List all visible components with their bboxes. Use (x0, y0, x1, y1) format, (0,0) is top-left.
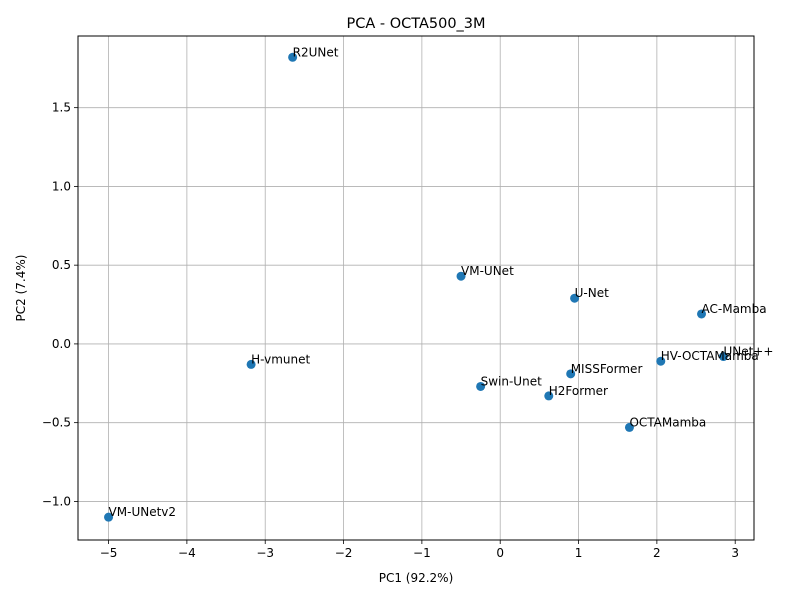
axis-ticks: −5 −4 −3 −2 −1 0 1 2 3 −1.0 −0.5 0.0 0.5 1.0 1.5 (42, 101, 739, 560)
y-tick-label: 0.5 (52, 258, 71, 272)
data-point-label: U-Net (575, 286, 609, 300)
x-tick-label: −1 (413, 546, 431, 560)
x-tick-label: 3 (731, 546, 739, 560)
grid (78, 36, 754, 540)
data-point (718, 352, 728, 362)
x-tick-label: 2 (653, 546, 661, 560)
data-point (476, 381, 486, 391)
y-tick-label: −1.0 (42, 494, 71, 508)
data-point (624, 422, 634, 432)
data-point (697, 309, 707, 319)
data-point (288, 52, 298, 62)
data-point-label: VM-UNetv2 (109, 505, 176, 519)
data-point-label: UNet++ (723, 345, 773, 359)
y-tick-label: 1.5 (52, 101, 71, 115)
data-points: R2UNet VM-UNet U-Net AC-Mamba UNet++HV-OCTAM… (104, 45, 773, 522)
y-tick-label: −0.5 (42, 416, 71, 430)
x-tick-label: 0 (496, 546, 504, 560)
data-point-label: H-vmunet (251, 352, 310, 366)
plot-frame (77, 35, 755, 541)
data-point-label: AC-Mamba (702, 302, 767, 316)
x-tick-label: −3 (256, 546, 274, 560)
y-tick-label: 0.0 (52, 337, 71, 351)
data-point (656, 356, 666, 366)
data-point (246, 359, 256, 369)
data-point-label: OCTAMamba (629, 415, 706, 429)
data-point-label: MISSFormer (571, 362, 643, 376)
x-tick-label: −5 (100, 546, 118, 560)
data-point (570, 293, 580, 303)
x-tick-label: −4 (178, 546, 196, 560)
x-axis-title: PC1 (92.2%) (379, 571, 454, 585)
data-point-label: R2UNet (293, 45, 339, 59)
x-tick-label: 1 (575, 546, 583, 560)
x-tick-label: −2 (335, 546, 353, 560)
data-point (566, 369, 576, 379)
data-point-label: Swin-Unet (481, 374, 542, 388)
data-point-label: H2Former (549, 384, 608, 398)
data-point-label: HV-OCTAMamba (661, 349, 759, 363)
data-point (544, 391, 554, 401)
chart-title: PCA - OCTA500_3M (346, 16, 485, 32)
data-point (456, 271, 466, 281)
data-point (104, 512, 114, 522)
y-tick-label: 1.0 (52, 179, 71, 193)
y-axis-title: PC2 (7.4%) (14, 255, 28, 322)
data-point-label: VM-UNet (461, 264, 514, 278)
